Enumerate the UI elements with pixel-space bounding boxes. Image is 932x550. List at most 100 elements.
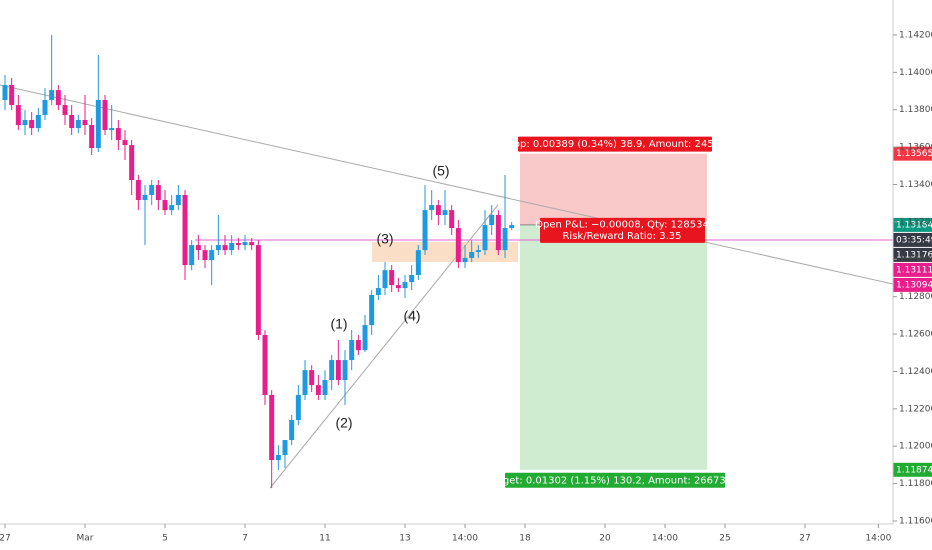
candle-body [409, 274, 415, 283]
candle-body [349, 340, 355, 361]
price-tag [893, 232, 932, 247]
x-tick-label: 5 [162, 534, 168, 544]
x-tick-label: 18 [519, 534, 531, 544]
candle-body [135, 180, 141, 201]
candle-body [249, 242, 255, 246]
candle-body [95, 100, 101, 149]
candle-body [182, 194, 188, 266]
candle-body [122, 140, 128, 146]
y-tick-label: 1.12000 [899, 442, 932, 452]
candle-body [169, 205, 175, 211]
wave-label: (4) [403, 308, 420, 324]
candle-body [262, 335, 268, 396]
candle-body [69, 114, 75, 129]
x-tick-label: 20 [599, 534, 611, 544]
target-label-box [505, 472, 725, 488]
candle-body [22, 120, 28, 126]
y-tick-label: 1.13600 [899, 143, 932, 153]
candle-body [55, 90, 61, 106]
candle-body [275, 455, 281, 461]
candle-body [89, 125, 95, 149]
x-tick-label: 13 [399, 534, 410, 544]
stop-label: Stop: 0.00389 (0.34%) 38.9, Amount: 2450… [504, 139, 727, 150]
y-tick-label: 1.12600 [899, 330, 932, 340]
trend-line [0, 84, 894, 285]
target-zone [520, 224, 707, 470]
candle-body [395, 285, 401, 289]
candle-body [229, 243, 235, 251]
candle-body [255, 245, 261, 336]
price-tag-label: 1.13565 [896, 149, 932, 159]
price-tag-label: 1.13176 [896, 250, 932, 260]
candle-body [129, 145, 135, 181]
y-tick-label: 1.13400 [899, 180, 932, 190]
y-tick-label: 1.11800 [899, 479, 932, 489]
candle-body [222, 245, 228, 251]
y-tick-label: 1.11600 [899, 517, 932, 527]
price-tag-label: 1.13184 [896, 220, 932, 230]
candle-body [509, 225, 515, 229]
candle-body [155, 185, 161, 201]
candle-body [322, 380, 328, 396]
candle-body [162, 200, 168, 211]
candle-body [342, 360, 348, 381]
candle-body [402, 282, 408, 289]
price-tag [893, 247, 932, 262]
candle-body [462, 257, 468, 263]
candle-body [29, 120, 35, 129]
candle-body [362, 325, 368, 351]
candle-body [282, 440, 288, 456]
candle-body [142, 194, 148, 201]
candle-body [109, 128, 115, 131]
x-tick-label: 7 [242, 534, 248, 544]
wave-label: (1) [330, 316, 347, 332]
price-tag-label: 1.11874 [896, 465, 932, 475]
price-tag [893, 262, 932, 277]
candle-body [195, 245, 201, 251]
candle-body [382, 270, 388, 289]
x-tick-label: 14:00 [865, 534, 891, 544]
candle-body [15, 105, 21, 126]
candle-body [389, 270, 395, 286]
candle-body [242, 242, 248, 246]
wave-label: (3) [376, 231, 393, 247]
candle-body [49, 90, 55, 101]
candle-body [309, 370, 315, 386]
price-tag-label: 1.13111 [896, 265, 932, 275]
candle-body [209, 250, 215, 261]
wave-label: (5) [432, 163, 449, 179]
candle-body [42, 100, 48, 115]
candle-body [329, 360, 335, 381]
candle-body [9, 85, 15, 106]
candle-body [235, 243, 241, 246]
candle-body [149, 185, 155, 195]
candle-body [2, 85, 8, 101]
candle-body [335, 360, 341, 381]
candle-body [435, 205, 441, 215]
candle-body [469, 251, 475, 258]
candle-body [355, 340, 361, 351]
candle-body [115, 128, 121, 141]
candle-body [475, 250, 481, 252]
candle-body [62, 105, 68, 115]
ratio-label: Risk/Reward Ratio: 3.35 [562, 231, 681, 242]
y-tick-label: 1.14200 [899, 30, 932, 40]
candle-body [315, 385, 321, 396]
candle-body [375, 288, 381, 295]
x-tick-label: 14:00 [452, 534, 478, 544]
candle-body [102, 100, 108, 131]
wave-label: (2) [335, 415, 352, 431]
stop-zone [520, 153, 707, 225]
candle-body [429, 205, 435, 211]
pnl-label: Open P&L: −0.00008, Qty: 128534 [535, 219, 709, 230]
y-tick-label: 1.13200 [899, 217, 932, 227]
candle-body [482, 225, 488, 251]
stop-label-box [518, 136, 712, 152]
candle-body [422, 210, 428, 251]
candle-body [269, 395, 275, 461]
candle-body [455, 228, 461, 263]
price-tag [893, 462, 932, 477]
candle-body [202, 250, 208, 261]
candle-body [215, 245, 221, 251]
candle-body [489, 214, 495, 226]
